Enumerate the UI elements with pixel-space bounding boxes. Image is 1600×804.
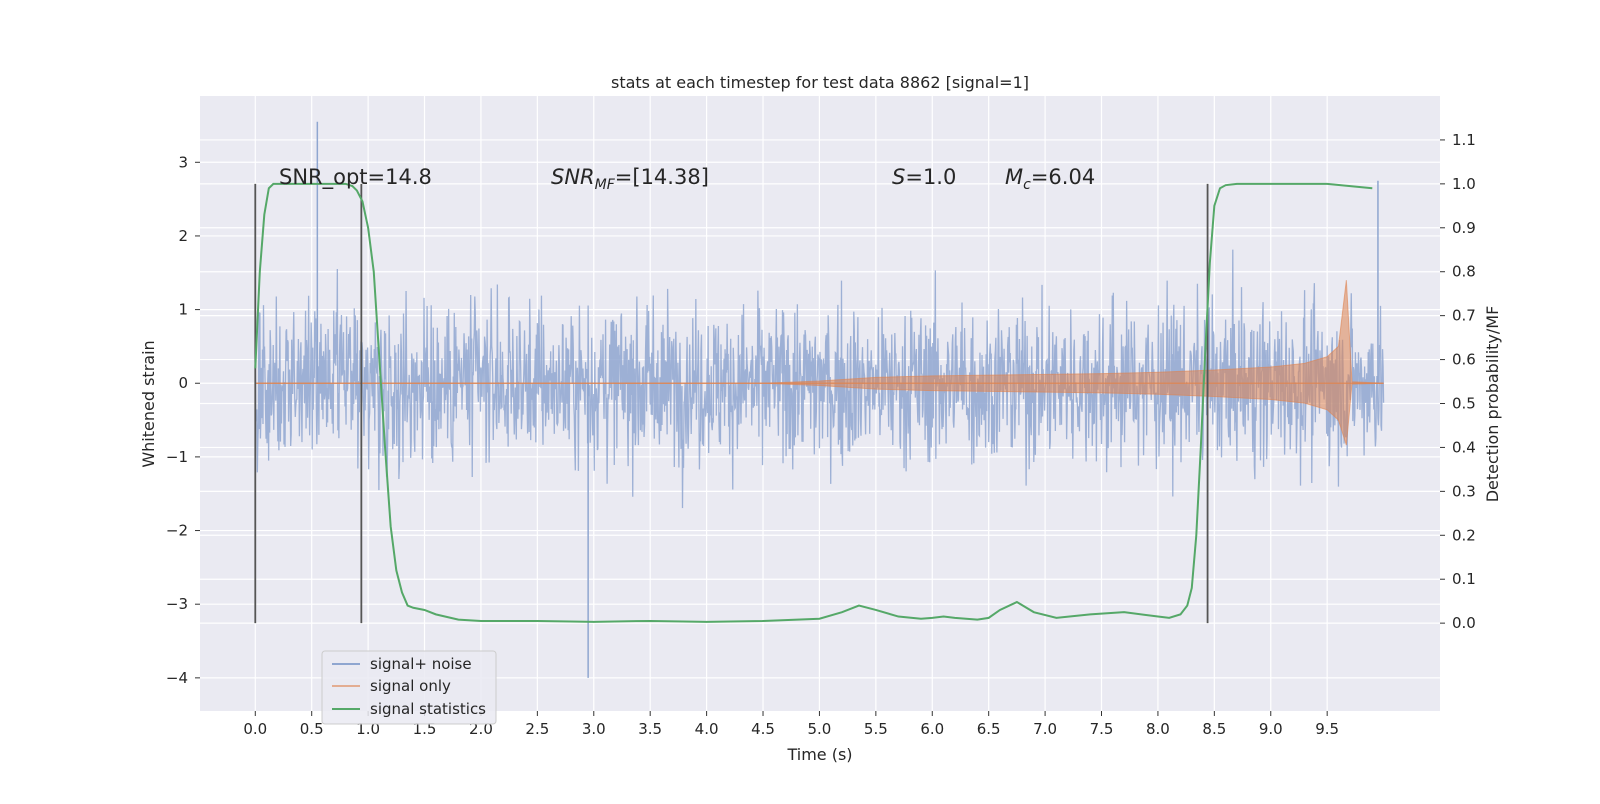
x-tick-label: 0.5 <box>300 720 324 738</box>
snr-mf-symbol: SNR <box>551 165 595 189</box>
annotation-snr-opt: SNR_opt=14.8 <box>279 165 432 190</box>
y-right-tick-label: 0.8 <box>1452 263 1476 281</box>
annotation-s: S=1.0 <box>892 165 956 189</box>
x-tick-label: 5.5 <box>864 720 888 738</box>
x-tick-label: 6.5 <box>977 720 1001 738</box>
y-right-tick-label: 0.5 <box>1452 395 1476 413</box>
snr-mf-subscript: MF <box>595 177 616 193</box>
y-right-tick-label: 0.1 <box>1452 570 1476 588</box>
x-tick-label: 2.5 <box>525 720 549 738</box>
mc-subscript: c <box>1023 177 1031 193</box>
x-tick-label: 4.5 <box>751 720 775 738</box>
legend-box <box>321 650 497 725</box>
s-symbol: S <box>892 165 905 189</box>
mc-symbol: M <box>1005 165 1023 189</box>
y-tick-label: −3 <box>166 595 188 613</box>
x-tick-label: 9.5 <box>1315 720 1339 738</box>
y-right-tick-label: 0.0 <box>1452 614 1476 632</box>
y-right-tick-label: 0.6 <box>1452 351 1476 369</box>
legend-label-signal-noise: signal+ noise <box>370 655 472 673</box>
legend: signal+ noise signal only signal statist… <box>321 650 497 725</box>
x-tick-label: 4.0 <box>695 720 719 738</box>
vertical-markers <box>254 183 1209 624</box>
x-tick-label: 3.5 <box>638 720 662 738</box>
signal-only-series <box>255 280 1384 446</box>
y-right-tick-label: 0.4 <box>1452 438 1476 456</box>
x-tick-label: 0.0 <box>243 720 267 738</box>
signal-statistics-series <box>254 182 1373 623</box>
signal-envelope <box>255 280 1384 446</box>
mc-value: =6.04 <box>1031 165 1095 189</box>
y-tick-label: −4 <box>166 669 188 687</box>
y-right-tick-label: 0.3 <box>1452 482 1476 500</box>
x-tick-label: 7.0 <box>1033 720 1057 738</box>
y-right-tick-label: 0.7 <box>1452 307 1476 325</box>
x-tick-label: 7.5 <box>1090 720 1114 738</box>
x-tick-label: 9.0 <box>1259 720 1283 738</box>
chart-title: stats at each timestep for test data 886… <box>611 73 1029 92</box>
y-right-tick-label: 0.2 <box>1452 526 1476 544</box>
x-tick-label: 6.0 <box>920 720 944 738</box>
y-tick-label: −2 <box>166 522 188 540</box>
y-right-tick-label: 1.0 <box>1452 175 1476 193</box>
x-tick-label: 8.0 <box>1146 720 1170 738</box>
x-tick-label: 8.5 <box>1202 720 1226 738</box>
y-axis-label: Whitened strain <box>139 340 158 467</box>
s-value: =1.0 <box>905 165 956 189</box>
x-axis-label: Time (s) <box>786 745 852 764</box>
y-tick-label: 1 <box>178 301 188 319</box>
x-tick-label: 5.0 <box>808 720 832 738</box>
legend-label-signal-statistics: signal statistics <box>370 700 486 718</box>
y-tick-label: −1 <box>166 448 188 466</box>
annotation-snr-mf: SNRMF=[14.38] <box>551 165 709 193</box>
y-tick-label: 3 <box>178 153 188 171</box>
y-tick-label: 2 <box>178 227 188 245</box>
y-right-tick-label: 1.1 <box>1452 131 1476 149</box>
y-tick-label: 0 <box>178 374 188 392</box>
statistics-line <box>254 182 1373 623</box>
y-right-tick-label: 0.9 <box>1452 219 1476 237</box>
y-right-axis-label: Detection probability/MF <box>1483 306 1502 503</box>
x-tick-label: 3.0 <box>582 720 606 738</box>
snr-mf-value: =[14.38] <box>615 165 709 189</box>
legend-label-signal-only: signal only <box>370 677 451 695</box>
annotation-mc: Mc=6.04 <box>1005 165 1095 193</box>
